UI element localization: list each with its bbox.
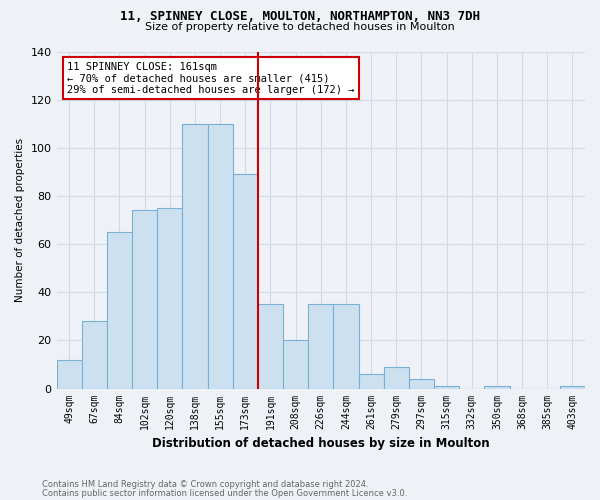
Text: 11, SPINNEY CLOSE, MOULTON, NORTHAMPTON, NN3 7DH: 11, SPINNEY CLOSE, MOULTON, NORTHAMPTON,… (120, 10, 480, 23)
Bar (233, 174, 258, 388)
Bar (283, 340, 308, 388)
Bar (82, 321, 107, 388)
Text: 11 SPINNEY CLOSE: 161sqm
← 70% of detached houses are smaller (415)
29% of semi-: 11 SPINNEY CLOSE: 161sqm ← 70% of detach… (67, 62, 355, 95)
Bar (383, 367, 409, 388)
Bar (359, 374, 383, 388)
Bar (157, 208, 182, 388)
Y-axis label: Number of detached properties: Number of detached properties (15, 138, 25, 302)
Bar (107, 232, 132, 388)
Text: Size of property relative to detached houses in Moulton: Size of property relative to detached ho… (145, 22, 455, 32)
Bar (484, 386, 509, 388)
Bar (208, 124, 233, 388)
X-axis label: Distribution of detached houses by size in Moulton: Distribution of detached houses by size … (152, 437, 490, 450)
Bar (258, 304, 283, 388)
Bar (308, 304, 334, 388)
Bar (132, 210, 157, 388)
Bar (182, 124, 208, 388)
Bar (56, 360, 82, 388)
Bar (560, 386, 585, 388)
Text: Contains HM Land Registry data © Crown copyright and database right 2024.: Contains HM Land Registry data © Crown c… (42, 480, 368, 489)
Text: Contains public sector information licensed under the Open Government Licence v3: Contains public sector information licen… (42, 488, 407, 498)
Bar (434, 386, 459, 388)
Bar (334, 304, 359, 388)
Bar (409, 379, 434, 388)
